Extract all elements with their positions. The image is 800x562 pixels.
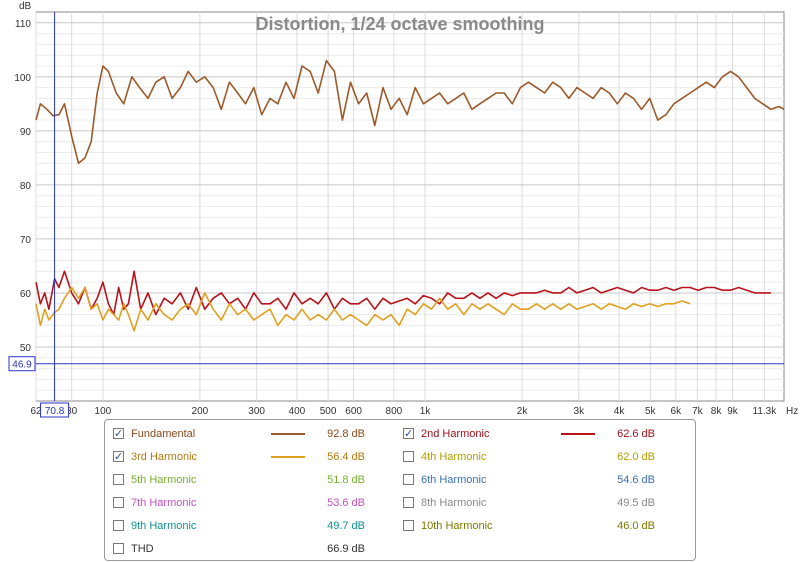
- legend-label: 10th Harmonic: [421, 520, 493, 532]
- x-tick-label: 600: [345, 406, 362, 417]
- cursor-y-readout-box: [8, 356, 36, 372]
- legend-panel: Fundamental 92.8 dB 2nd Harmonic 62.6 dB 3rd…: [104, 419, 696, 561]
- legend-label: THD: [131, 543, 154, 555]
- legend-value: 46.0 dB: [617, 520, 655, 532]
- series-line-3rd-harmonic: [35, 286, 691, 332]
- x-tick-label: 400: [289, 406, 306, 417]
- y-axis-label: dB: [19, 1, 32, 12]
- y-tick-label: 60: [20, 289, 32, 300]
- legend-value: 51.8 dB: [327, 474, 365, 486]
- legend-item-4th-harmonic: 4th Harmonic 62.0 dB: [403, 449, 685, 465]
- legend-item-9th-harmonic: 9th Harmonic 49.7 dB: [113, 518, 395, 534]
- x-tick-label: 3k: [574, 406, 586, 417]
- x-tick-label: 5k: [645, 406, 657, 417]
- legend-line-swatch: [561, 433, 595, 435]
- x-tick-label: 80: [66, 406, 78, 417]
- legend-checkbox-4th-harmonic[interactable]: [403, 451, 414, 462]
- legend-checkbox-9th-harmonic[interactable]: [113, 520, 124, 531]
- legend-line-swatch: [271, 456, 305, 458]
- legend-item-fundamental: Fundamental 92.8 dB: [113, 426, 395, 442]
- x-tick-label: 6k: [671, 406, 683, 417]
- legend-value: 49.7 dB: [327, 520, 365, 532]
- y-tick-label: 110: [15, 19, 31, 30]
- legend-item-thd: THD 66.9 dB: [113, 541, 395, 557]
- legend-checkbox-3rd-harmonic[interactable]: [113, 449, 124, 465]
- x-tick-label: 1k: [420, 406, 432, 417]
- legend-value: 92.8 dB: [327, 428, 365, 440]
- legend-value: 56.4 dB: [327, 451, 365, 463]
- legend-checkbox-5th-harmonic[interactable]: [113, 474, 124, 485]
- x-tick-label: 11.3k: [753, 406, 778, 417]
- legend-label: Fundamental: [131, 428, 196, 440]
- x-tick-label: 300: [248, 406, 265, 417]
- cursor-x-readout-box: [40, 402, 70, 418]
- legend-label: 3rd Harmonic: [131, 451, 198, 463]
- distortion-plot[interactable]: 50 60 70 80 90 100 110 62 80 100 200 300 400 500 600 80…: [0, 0, 800, 418]
- x-tick-label: 7k: [692, 406, 704, 417]
- legend-label: 2nd Harmonic: [421, 428, 490, 440]
- x-tick-label: 200: [192, 406, 209, 417]
- cursor-y-readout: 46.9: [12, 360, 32, 371]
- x-tick-label: 500: [320, 406, 337, 417]
- legend-item-7th-harmonic: 7th Harmonic 53.6 dB: [113, 495, 395, 511]
- x-tick-label: 9k: [727, 406, 739, 417]
- y-tick-label: 100: [14, 73, 31, 84]
- legend-item-2nd-harmonic: 2nd Harmonic 62.6 dB: [403, 426, 685, 442]
- legend-value: 66.9 dB: [327, 543, 365, 555]
- legend-item-6th-harmonic: 6th Harmonic 54.6 dB: [403, 472, 685, 488]
- x-tick-label: 8k: [711, 406, 723, 417]
- x-tick-label: 4k: [614, 406, 626, 417]
- y-tick-label: 80: [20, 181, 32, 192]
- legend-value: 53.6 dB: [327, 497, 365, 509]
- series-line-fundamental: [35, 59, 785, 165]
- legend-label: 9th Harmonic: [131, 520, 197, 532]
- legend-item-3rd-harmonic: 3rd Harmonic 56.4 dB: [113, 449, 395, 465]
- legend-checkbox-thd[interactable]: [113, 543, 124, 554]
- legend-checkbox-fundamental[interactable]: [113, 426, 124, 442]
- legend-item-10th-harmonic: 10th Harmonic 46.0 dB: [403, 518, 685, 534]
- x-axis-unit: Hz: [786, 406, 798, 417]
- legend-value: 62.0 dB: [617, 451, 655, 463]
- legend-checkbox-2nd-harmonic[interactable]: [403, 426, 414, 442]
- legend-value: 62.6 dB: [617, 428, 655, 440]
- legend-checkbox-8th-harmonic[interactable]: [403, 497, 414, 508]
- y-tick-label: 70: [20, 235, 32, 246]
- legend-label: 7th Harmonic: [131, 497, 197, 509]
- legend-value: 49.5 dB: [617, 497, 655, 509]
- legend-line-swatch: [271, 433, 305, 435]
- legend-label: 4th Harmonic: [421, 451, 487, 463]
- legend-label: 6th Harmonic: [421, 474, 487, 486]
- legend-value: 54.6 dB: [617, 474, 655, 486]
- legend-label: 8th Harmonic: [421, 497, 487, 509]
- cursor-x-readout: 70.8: [45, 406, 65, 417]
- x-tick-label: 100: [95, 406, 112, 417]
- y-tick-label: 90: [20, 127, 32, 138]
- legend-checkbox-6th-harmonic[interactable]: [403, 474, 414, 485]
- legend-checkbox-10th-harmonic[interactable]: [403, 520, 414, 531]
- legend-label: 5th Harmonic: [131, 474, 197, 486]
- series-line-2nd-harmonic: [35, 270, 771, 316]
- legend-checkbox-7th-harmonic[interactable]: [113, 497, 124, 508]
- x-tick-label: 800: [386, 406, 403, 417]
- legend-item-8th-harmonic: 8th Harmonic 49.5 dB: [403, 495, 685, 511]
- y-tick-label: 50: [20, 343, 32, 354]
- legend-item-5th-harmonic: 5th Harmonic 51.8 dB: [113, 472, 395, 488]
- x-tick-label: 62: [30, 406, 42, 417]
- x-tick-label: 2k: [517, 406, 529, 417]
- chart-title: Distortion, 1/24 octave smoothing: [255, 14, 544, 34]
